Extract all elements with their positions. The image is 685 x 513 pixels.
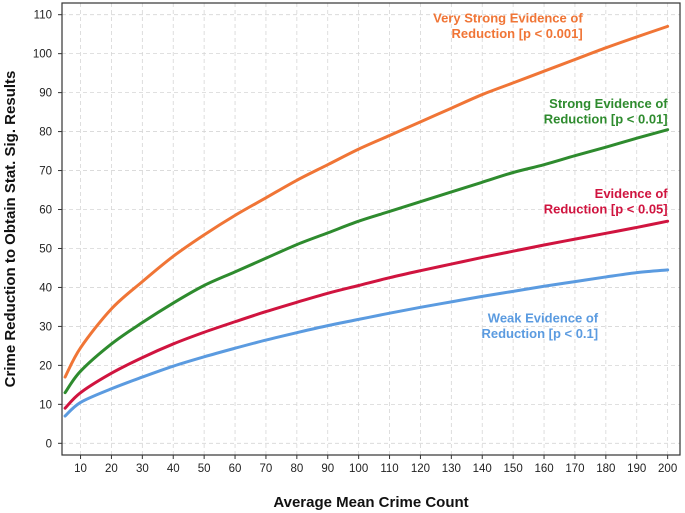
x-tick-label: 10 <box>74 463 87 475</box>
x-tick-label: 60 <box>229 463 242 475</box>
y-tick-label: 100 <box>33 49 52 61</box>
y-tick-label: 30 <box>39 321 52 333</box>
y-tick-label: 80 <box>39 127 52 139</box>
x-tick-label: 70 <box>260 463 273 475</box>
series-label-line: Weak Evidence of <box>488 311 599 326</box>
series-label-line: Reduction [p < 0.001] <box>452 26 583 41</box>
series-label-line: Reduction [p < 0.05] <box>544 201 668 216</box>
x-tick-label: 160 <box>534 463 553 475</box>
x-tick-label: 180 <box>596 463 615 475</box>
y-tick-label: 60 <box>39 205 52 217</box>
series-labels: Very Strong Evidence of Reduction [p < 0.… <box>433 10 668 341</box>
y-tick-label: 70 <box>39 166 52 178</box>
series-weak-line <box>63 268 670 418</box>
x-tick-label: 20 <box>105 463 118 475</box>
x-axis-title: Average Mean Crime Count <box>273 494 468 511</box>
x-tick-label: 170 <box>565 463 584 475</box>
y-tick-label: 40 <box>39 282 52 294</box>
x-tick-label: 200 <box>658 463 677 475</box>
series-lines <box>63 24 670 418</box>
plot-frame <box>61 2 681 456</box>
label-evidence: Evidence of Reduction [p < 0.05] <box>544 186 669 217</box>
x-tick-label: 80 <box>290 463 303 475</box>
label-very-strong: Very Strong Evidence of Reduction [p < 0.… <box>433 10 583 40</box>
series-label-line: Reduction [p < 0.1] <box>481 326 598 341</box>
x-axis-ticks: 10 20 30 40 50 60 70 80 90 100 110 120 130 140 150 160 1… <box>74 455 677 475</box>
series-very-strong-line <box>63 24 670 379</box>
x-tick-label: 190 <box>627 463 646 475</box>
x-tick-label: 30 <box>136 463 149 475</box>
series-label-line: Very Strong Evidence of <box>433 10 583 25</box>
x-tick-label: 120 <box>411 463 430 475</box>
series-label-line: Strong Evidence of <box>549 96 668 111</box>
y-tick-label: 90 <box>39 88 52 100</box>
y-tick-label: 50 <box>39 243 52 255</box>
label-weak: Weak Evidence of Reduction [p < 0.1] <box>481 311 598 342</box>
x-tick-label: 150 <box>504 463 523 475</box>
series-strong-line <box>63 128 670 395</box>
label-strong: Strong Evidence of Reduction [p < 0.01] <box>544 96 669 127</box>
x-tick-label: 140 <box>473 463 492 475</box>
plot-background <box>62 3 680 455</box>
x-tick-label: 110 <box>380 463 398 475</box>
y-axis-ticks: 0 10 20 30 40 50 60 70 80 90 100 110 <box>33 10 62 450</box>
series-evidence-line <box>63 219 670 410</box>
x-tick-label: 130 <box>442 463 461 475</box>
x-tick-label: 100 <box>349 463 368 475</box>
series-label-line: Reduction [p < 0.01] <box>544 112 668 127</box>
x-tick-label: 90 <box>321 463 334 475</box>
x-tick-label: 40 <box>167 463 180 475</box>
y-tick-label: 10 <box>39 399 52 411</box>
y-tick-label: 20 <box>39 360 52 372</box>
y-tick-label: 0 <box>46 438 52 450</box>
grid <box>62 3 680 455</box>
y-tick-label: 110 <box>34 10 52 22</box>
y-axis-title: Crime Reduction to Obtain Stat. Sig. Res… <box>2 71 19 388</box>
x-tick-label: 50 <box>198 463 211 475</box>
series-label-line: Evidence of <box>595 186 669 201</box>
